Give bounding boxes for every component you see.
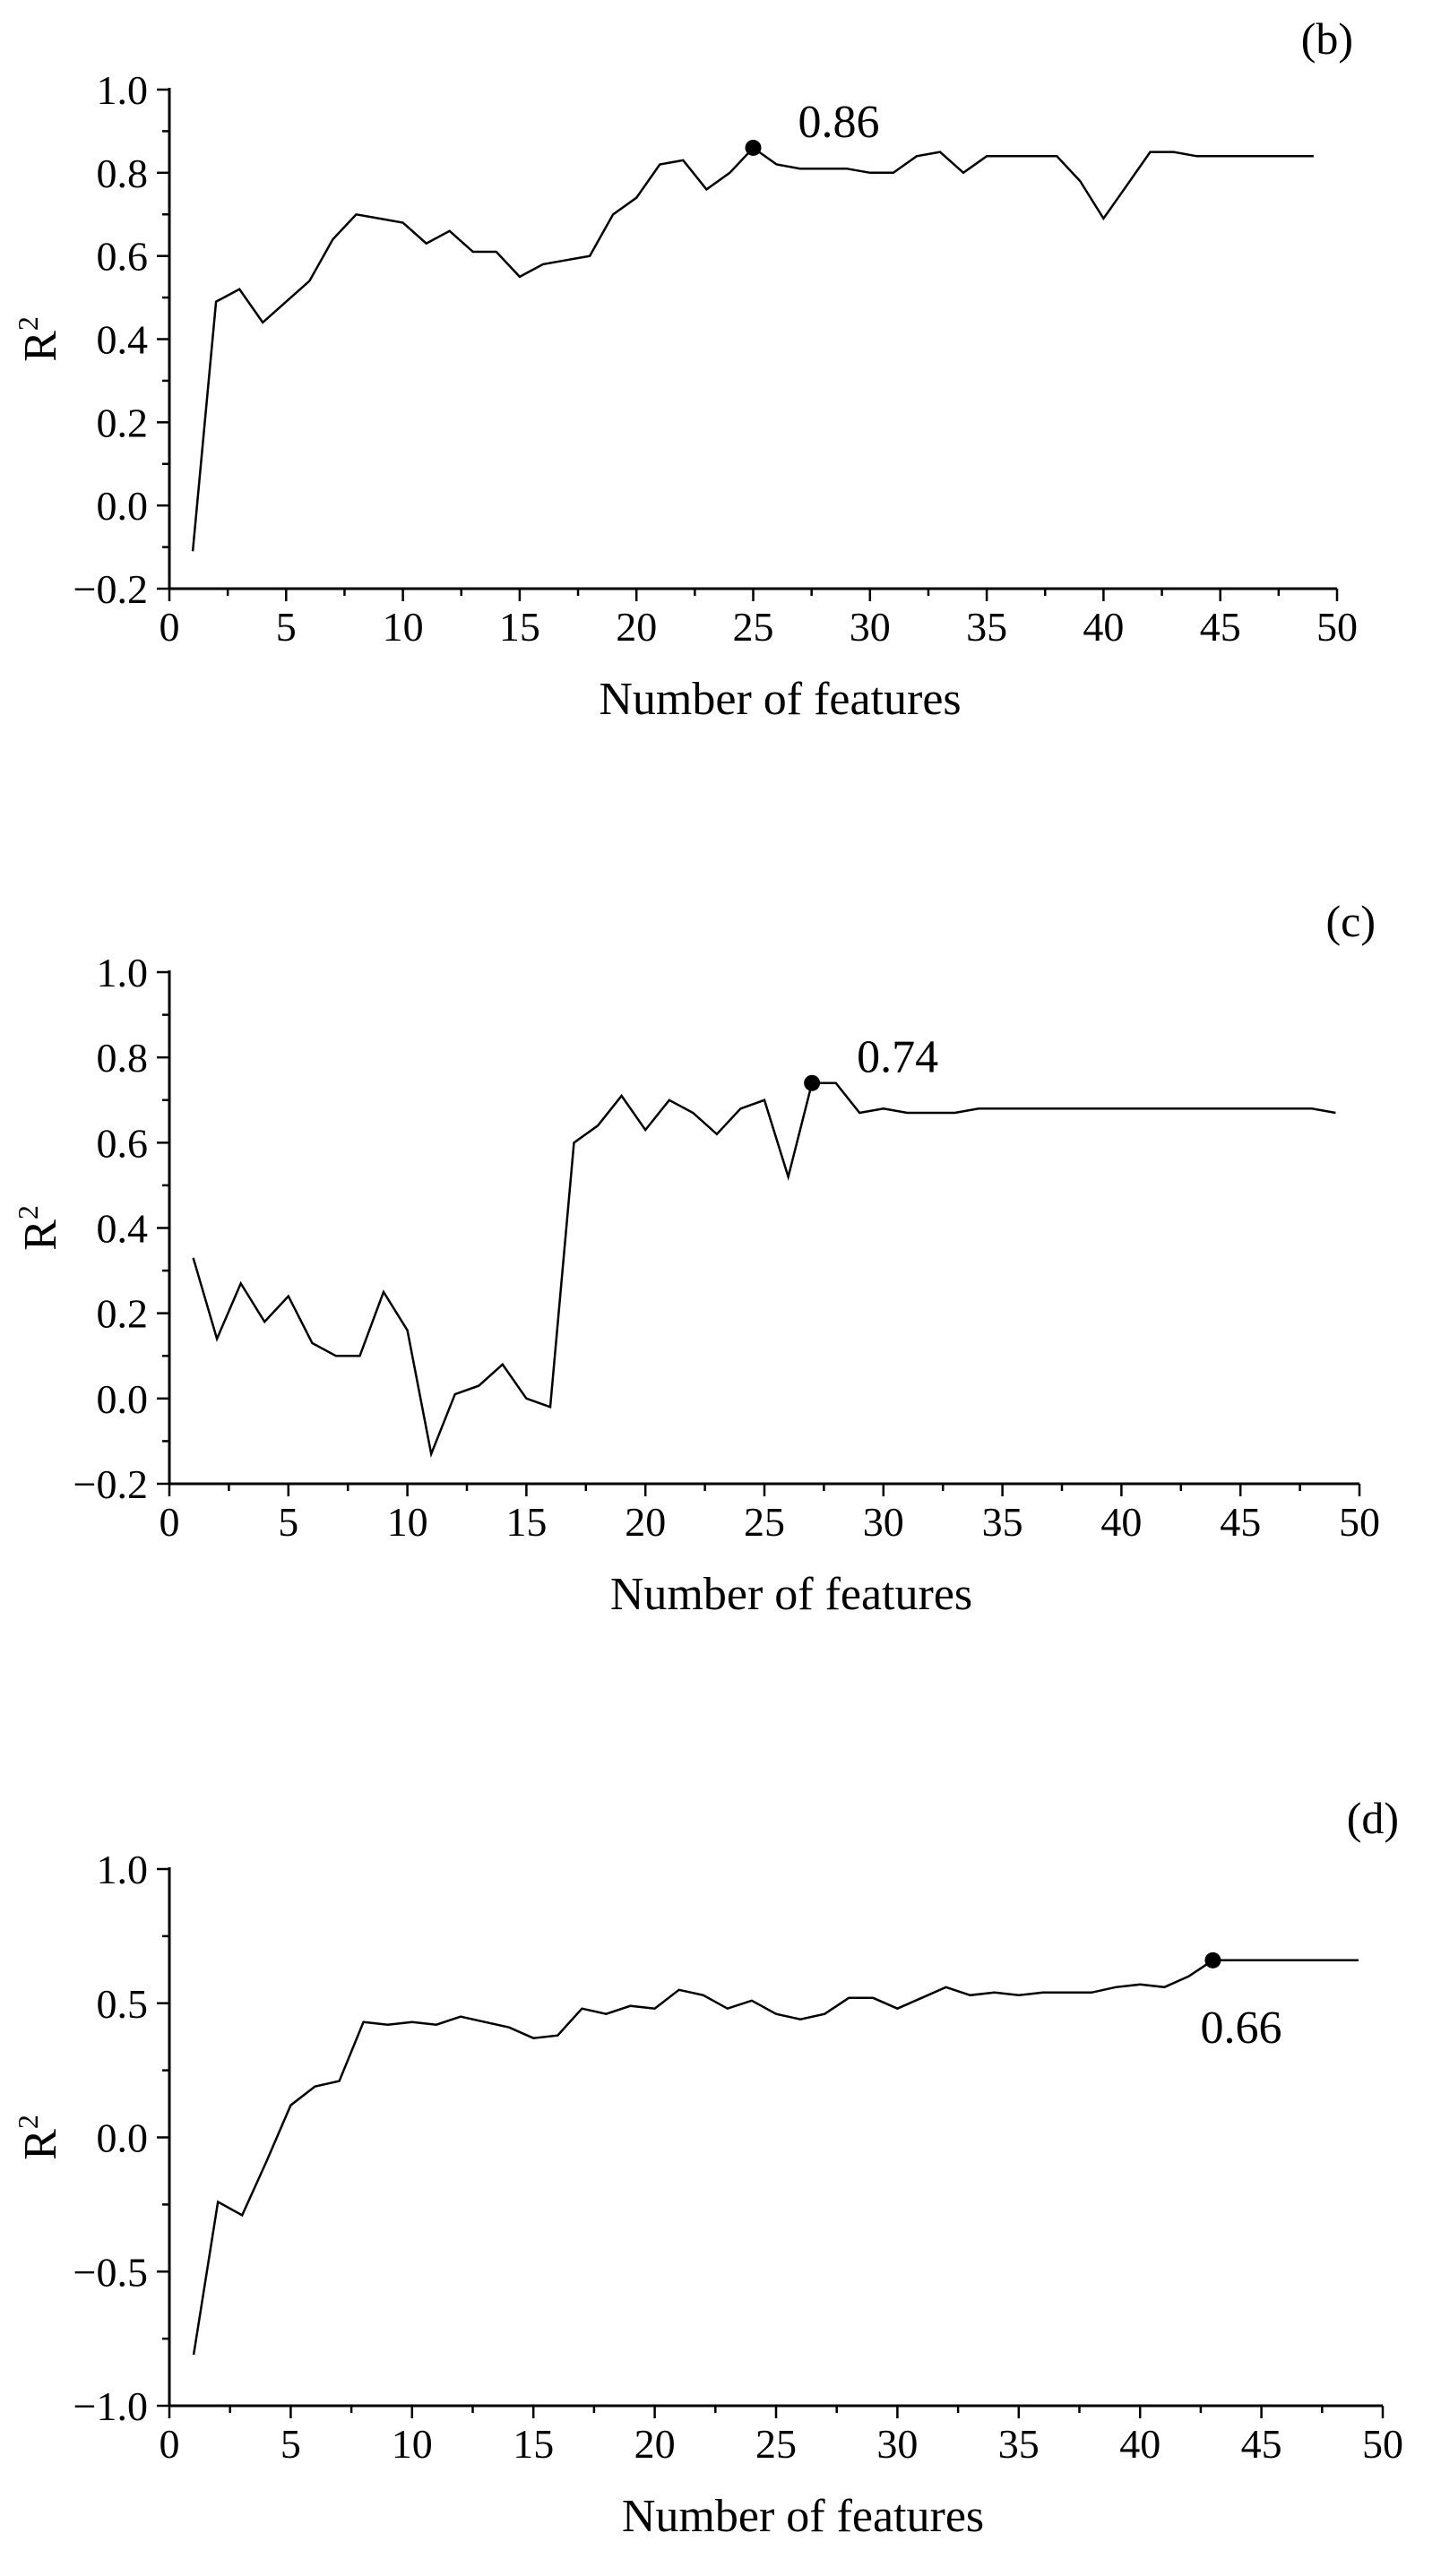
x-tick-label: 35 bbox=[982, 1499, 1023, 1545]
x-tick-label: 20 bbox=[634, 2421, 676, 2467]
y-tick-label: −0.5 bbox=[73, 2249, 148, 2295]
x-tick-label: 5 bbox=[278, 1499, 298, 1545]
x-tick-label: 50 bbox=[1339, 1499, 1380, 1545]
y-tick-label: −0.2 bbox=[73, 1461, 148, 1507]
y-tick-label: 1.0 bbox=[97, 67, 149, 113]
y-tick-label: 0.4 bbox=[97, 317, 149, 363]
y-tick-label: 0.6 bbox=[97, 1120, 149, 1166]
highlight-annotation: 0.74 bbox=[857, 1032, 938, 1083]
highlight-marker bbox=[745, 139, 762, 156]
x-tick-label: 10 bbox=[383, 604, 424, 650]
y-tick-label: −1.0 bbox=[73, 2383, 148, 2429]
x-axis-label: Number of features bbox=[622, 2491, 984, 2542]
panel-label: (b) bbox=[1301, 13, 1353, 64]
x-tick-label: 0 bbox=[160, 1499, 180, 1545]
y-tick-label: 0.2 bbox=[97, 1291, 149, 1337]
x-tick-label: 40 bbox=[1100, 1499, 1142, 1545]
y-tick-label: 0.6 bbox=[97, 234, 149, 280]
y-tick-label: 0.8 bbox=[97, 1035, 149, 1081]
y-axis-label-superscript: 2 bbox=[12, 316, 44, 331]
y-tick-label: −0.2 bbox=[73, 566, 148, 612]
x-tick-label: 15 bbox=[499, 604, 540, 650]
y-axis-label: R2 bbox=[12, 2115, 66, 2160]
x-axis-label: Number of features bbox=[599, 674, 961, 725]
x-tick-label: 30 bbox=[850, 604, 891, 650]
x-tick-label: 25 bbox=[744, 1499, 785, 1545]
x-tick-label: 10 bbox=[387, 1499, 428, 1545]
x-tick-label: 25 bbox=[755, 2421, 797, 2467]
y-axis-label-superscript: 2 bbox=[12, 2115, 44, 2129]
x-tick-label: 20 bbox=[625, 1499, 666, 1545]
data-series-line bbox=[192, 1081, 1336, 1459]
x-axis-label: Number of features bbox=[610, 1569, 972, 1620]
x-tick-label: 15 bbox=[513, 2421, 554, 2467]
x-tick-label: 5 bbox=[276, 604, 297, 650]
x-tick-label: 30 bbox=[863, 1499, 904, 1545]
x-tick-label: 40 bbox=[1083, 604, 1124, 650]
highlight-marker bbox=[804, 1074, 821, 1091]
x-tick-label: 30 bbox=[876, 2421, 918, 2467]
x-tick-label: 15 bbox=[505, 1499, 547, 1545]
x-tick-label: 5 bbox=[280, 2421, 301, 2467]
y-tick-label: 0.4 bbox=[97, 1206, 149, 1252]
y-tick-label: 0.5 bbox=[97, 1981, 149, 2027]
x-tick-label: 50 bbox=[1362, 2421, 1403, 2467]
y-tick-label: 0.8 bbox=[97, 151, 149, 196]
y-tick-label: 1.0 bbox=[97, 950, 149, 995]
data-series-line bbox=[192, 1959, 1359, 2356]
chart-panel-c: 0 5 10 15 20 25 30 35 40 45 50 −0.2 0.0 0.2 0.4 0.6 0.8 1… bbox=[12, 896, 1380, 1620]
chart-panel-b: 0 5 10 15 20 25 30 35 40 45 50 −0.2 0.0 0.2 0.4 0.6 0.8 1… bbox=[12, 13, 1358, 725]
x-tick-label: 0 bbox=[160, 2421, 180, 2467]
y-axis-label: R2 bbox=[12, 1205, 66, 1251]
x-tick-label: 0 bbox=[160, 604, 180, 650]
y-axis-label-main: R bbox=[15, 1219, 66, 1251]
y-tick-label: 1.0 bbox=[97, 1847, 149, 1892]
x-tick-label: 45 bbox=[1220, 1499, 1261, 1545]
x-tick-label: 25 bbox=[733, 604, 774, 650]
data-series-line bbox=[191, 146, 1314, 552]
x-tick-label: 35 bbox=[998, 2421, 1040, 2467]
x-tick-label: 45 bbox=[1200, 604, 1241, 650]
panel-label: (d) bbox=[1347, 1793, 1399, 1843]
chart-panel-d: 0 5 10 15 20 25 30 35 40 45 50 −1.0 −0.5 0.0 0.5 1.0 Num… bbox=[12, 1793, 1403, 2542]
x-tick-label: 10 bbox=[392, 2421, 433, 2467]
y-axis-label-superscript: 2 bbox=[12, 1205, 44, 1219]
highlight-annotation: 0.86 bbox=[798, 97, 880, 148]
x-tick-label: 45 bbox=[1241, 2421, 1282, 2467]
panel-label: (c) bbox=[1326, 896, 1376, 946]
y-tick-label: 0.2 bbox=[97, 400, 149, 445]
x-tick-label: 50 bbox=[1316, 604, 1358, 650]
x-tick-label: 20 bbox=[616, 604, 657, 650]
y-tick-label: 0.0 bbox=[97, 483, 149, 529]
x-tick-label: 35 bbox=[966, 604, 1007, 650]
y-tick-label: 0.0 bbox=[97, 1376, 149, 1422]
y-axis-label-main: R bbox=[15, 2129, 66, 2160]
x-tick-label: 40 bbox=[1119, 2421, 1161, 2467]
y-tick-label: 0.0 bbox=[97, 2115, 149, 2161]
highlight-marker bbox=[1204, 1951, 1221, 1969]
y-axis-label: R2 bbox=[12, 316, 66, 362]
y-axis-label-main: R bbox=[15, 331, 66, 362]
highlight-annotation: 0.66 bbox=[1200, 2003, 1281, 2054]
